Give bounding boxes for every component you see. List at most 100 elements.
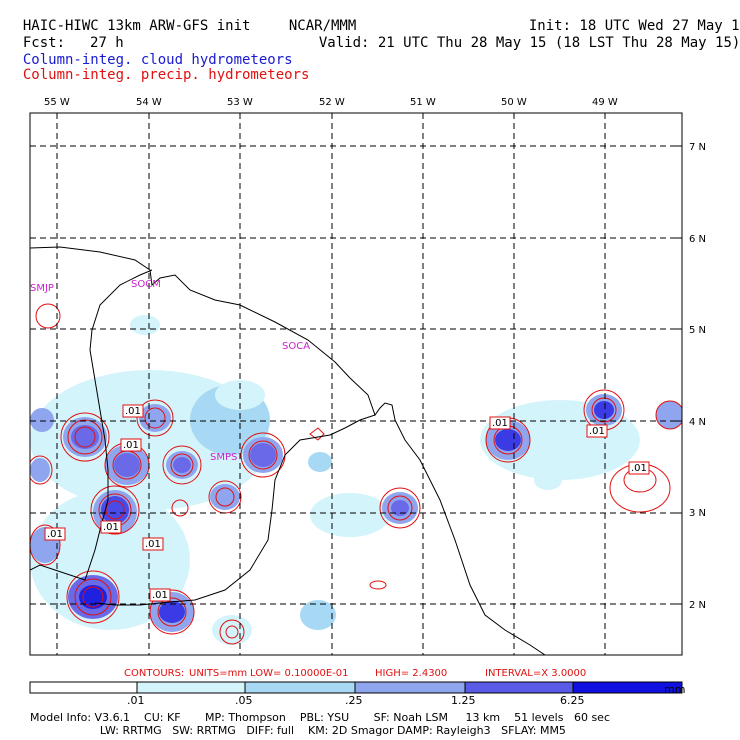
cloud-blob (308, 452, 332, 472)
precip-contour (67, 419, 103, 455)
field2-text: Column-integ. precip. hydrometeors (22, 67, 310, 83)
precip-contour (248, 440, 278, 470)
contour-info-label: CONTOURS: (124, 668, 184, 679)
coastline (30, 246, 546, 655)
contour-label-box: .01 (628, 461, 650, 475)
contour-info-low: LOW= 0.10000E-01 (250, 668, 349, 679)
precip-contour (74, 578, 112, 616)
contour-label: .01 (103, 522, 119, 533)
contour-label: .01 (631, 463, 647, 474)
org-text: NCAR/MMM (288, 18, 357, 34)
valid-time: Valid: 21 UTC Thu 28 May 15 (18 LST Thu … (302, 19, 740, 51)
lat-label: 6 N (689, 234, 706, 245)
field1-text: Column-integ. cloud hydrometeors (22, 52, 293, 68)
init-time: Init: 18 UTC Wed 27 May 15 (512, 2, 740, 34)
cloud-blob (656, 401, 682, 429)
contour-label-box: .01 (120, 438, 142, 452)
colorbar-segment (136, 681, 246, 694)
lon-labels: 55 W 54 W 53 W 52 W 51 W 50 W 49 W (44, 97, 618, 108)
precip-contour (90, 485, 140, 535)
colorbar-segment (572, 681, 683, 694)
field-precip-title: Column-integ. precip. hydrometeors (6, 51, 310, 83)
contour-info-units: UNITS=mm (189, 668, 247, 679)
cloud-blob (300, 600, 336, 630)
precip-contour (30, 455, 53, 485)
colorbar-label: .05 (235, 694, 253, 707)
contour-label: .01 (589, 426, 605, 437)
precip-contour (369, 580, 387, 590)
contour-label: .01 (125, 406, 141, 417)
cloud-blob (173, 457, 191, 473)
valid-text: Valid: 21 UTC Thu 28 May 15 (18 LST Thu … (318, 35, 740, 51)
stations: SMJP SOCM SOCA SMPS (30, 279, 310, 463)
precip-contour (387, 495, 413, 521)
contour-labels: .01 .01 .01 .01 .01 .01 .01 .01 .01 (44, 404, 650, 602)
lat-label: 2 N (689, 600, 706, 611)
contour-label-box: .01 (149, 588, 171, 602)
forecast-hour: Fcst: 27 h (6, 19, 124, 51)
colorbar (29, 681, 683, 694)
field-cloud-title: Column-integ. cloud hydrometeors (6, 36, 293, 68)
lat-label: 7 N (689, 142, 706, 153)
cloud-blob (71, 425, 99, 449)
contour-label-box: .01 (489, 416, 511, 430)
precip-contour (655, 400, 682, 430)
contour-label: .01 (492, 418, 508, 429)
cloud-blob (30, 458, 50, 482)
precip-contour (74, 426, 96, 448)
init-text: Init: 18 UTC Wed 27 May 15 (528, 18, 740, 34)
model-info-line1: Model Info: V3.6.1 CU: KF MP: Thompson P… (30, 711, 610, 724)
cloud-shading (30, 315, 682, 645)
station-label: SOCA (282, 341, 310, 352)
contour-label: .01 (145, 539, 161, 550)
precip-contours (30, 303, 682, 645)
precip-contour (105, 500, 125, 520)
model-info-line2: LW: RRTMG SW: RRTMG DIFF: full KM: 2D Sm… (30, 724, 566, 737)
lat-label: 5 N (689, 325, 706, 336)
colorbar-segment (354, 681, 466, 694)
contour-label-box: .01 (122, 404, 144, 418)
cloud-blob (212, 615, 252, 645)
colorbar-label: .25 (345, 694, 363, 707)
contour-info-interval: INTERVAL=X 3.0000 (485, 668, 586, 679)
lat-label: 4 N (689, 417, 706, 428)
border (94, 414, 376, 606)
colorbar-segment (29, 681, 138, 694)
station-label: SOCM (131, 279, 161, 290)
lon-label: 55 W (44, 97, 70, 108)
lon-label: 50 W (501, 97, 527, 108)
org-label: NCAR/MMM (272, 2, 356, 34)
lon-label: 52 W (319, 97, 345, 108)
cloud-blob (101, 496, 129, 524)
precip-contour (30, 524, 61, 566)
colorbar-segment (244, 681, 356, 694)
precip-contour (171, 499, 189, 517)
lon-label: 51 W (410, 97, 436, 108)
cloud-blob (391, 500, 409, 516)
precip-contour (379, 487, 421, 529)
precip-contour (219, 619, 245, 645)
fcst-value: 27 h (90, 35, 124, 51)
lon-label: 53 W (227, 97, 253, 108)
border (30, 269, 153, 581)
cloud-blob (210, 484, 240, 510)
lat-labels: 7 N 6 N 5 N 4 N 3 N 2 N (689, 142, 706, 611)
precip-contour (66, 570, 120, 624)
precip-contour (60, 412, 110, 462)
map-frame (29, 112, 683, 656)
precip-contour (144, 407, 166, 429)
contour-label: .01 (152, 590, 168, 601)
coastlines (30, 246, 546, 655)
colorbar-units: mm (664, 683, 686, 696)
lat-lon-grid (30, 113, 682, 655)
precip-contour (162, 445, 202, 485)
lat-label: 3 N (689, 508, 706, 519)
contour-label-box: .01 (142, 537, 164, 551)
precip-contour (591, 397, 617, 423)
precip-contour (309, 427, 325, 441)
cloud-blob (159, 601, 185, 623)
precip-contour (35, 303, 61, 329)
cloud-blob (30, 408, 54, 432)
lon-label: 49 W (592, 97, 618, 108)
